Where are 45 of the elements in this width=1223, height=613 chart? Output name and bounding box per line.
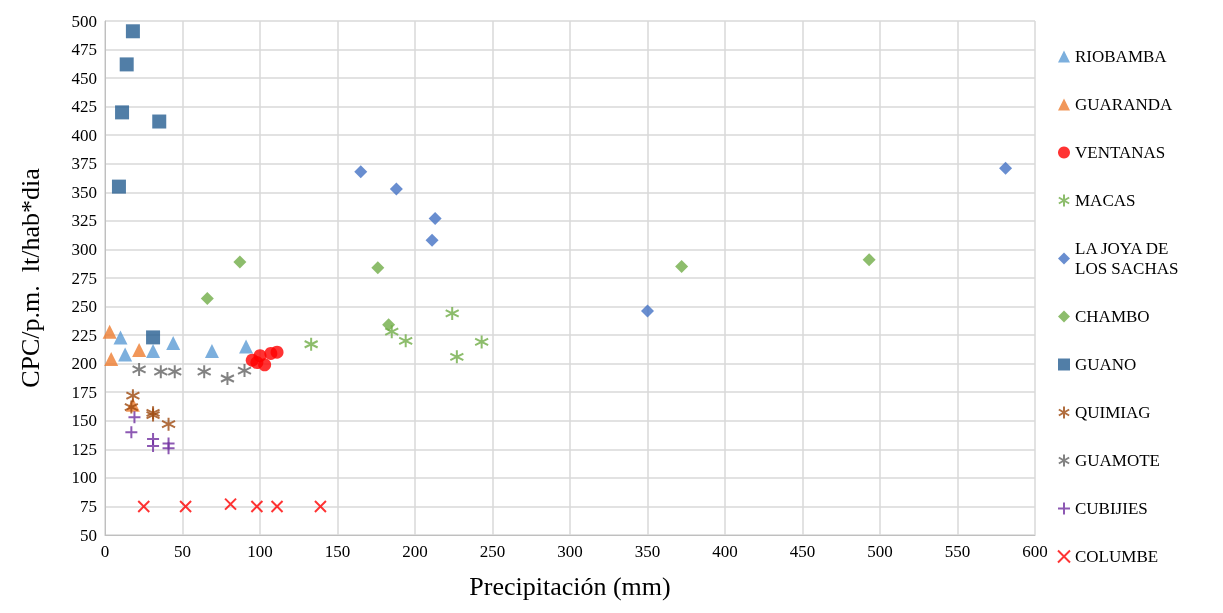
legend-label: RIOBAMBA (1075, 47, 1168, 66)
y-tick-label: 125 (71, 439, 97, 459)
x-tick-label: 300 (557, 542, 583, 561)
y-tick-label: 475 (71, 40, 97, 60)
x-axis-title: Precipitación (mm) (469, 571, 671, 601)
y-tick-label: 275 (71, 268, 97, 288)
y-tick-label: 150 (71, 411, 97, 431)
x-tick-label: 400 (712, 542, 738, 561)
x-tick-label: 250 (479, 542, 506, 561)
y-tick-label: 225 (71, 325, 97, 345)
x-tick-label: 550 (944, 542, 971, 561)
x-tick-label: 150 (324, 542, 351, 561)
y-tick-label: 175 (71, 382, 97, 402)
y-tick-label: 425 (71, 97, 97, 117)
x-tick-label: 0 (100, 542, 110, 561)
y-tick-label: 350 (71, 182, 97, 202)
legend-label: GUAMOTE (1075, 451, 1160, 470)
y-tick-label: 50 (80, 525, 97, 545)
legend-label: CUBIJIES (1075, 499, 1148, 518)
y-tick-label: 200 (71, 354, 97, 374)
y-tick-label: 500 (71, 11, 97, 31)
x-tick-label: 100 (247, 542, 273, 561)
legend-label: COLUMBE (1075, 547, 1159, 566)
legend-label: CHAMBO (1075, 307, 1150, 326)
x-tick-label: 50 (174, 542, 191, 561)
x-tick-label: 600 (1022, 542, 1048, 561)
x-tick-label: 450 (789, 542, 816, 561)
legend-label: MACAS (1075, 191, 1136, 210)
y-tick-label: 400 (71, 125, 97, 145)
y-tick-label: 325 (71, 211, 97, 231)
y-tick-label: 375 (71, 154, 97, 174)
legend-label: LA JOYA DE LOS SACHAS (1075, 239, 1179, 278)
legend-label: GUANO (1075, 355, 1137, 374)
legend-label: QUIMIAG (1075, 403, 1151, 422)
legend-label: VENTANAS (1075, 143, 1166, 162)
y-tick-label: 450 (71, 68, 97, 88)
x-tick-label: 500 (867, 542, 893, 561)
y-tick-label: 75 (80, 496, 97, 516)
x-tick-label: 200 (402, 542, 428, 561)
y-tick-label: 250 (71, 297, 97, 317)
legend-label: GUARANDA (1075, 95, 1173, 114)
x-tick-label: 350 (634, 542, 661, 561)
y-tick-label: 300 (71, 239, 97, 259)
y-tick-label: 100 (71, 468, 97, 488)
y-axis-title: CPC/p.m. lt/hab*dia (15, 167, 45, 388)
